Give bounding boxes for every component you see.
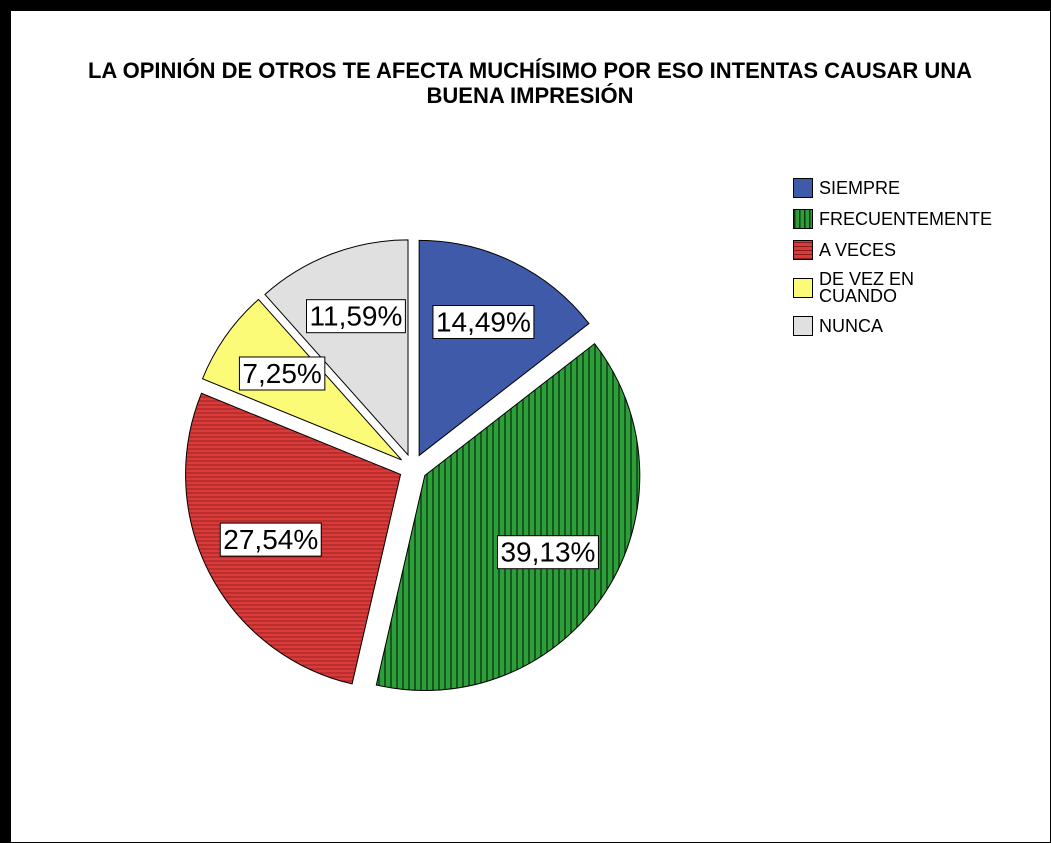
data-label: 7,25% (238, 356, 326, 391)
legend-item: A VECES (793, 240, 1028, 260)
legend-label: SIEMPRE (819, 178, 901, 198)
legend-swatch (793, 278, 813, 298)
legend-item: SIEMPRE (793, 178, 1028, 198)
label-box (496, 535, 599, 570)
pie-slice (264, 239, 409, 457)
legend-label: NUNCA (819, 315, 884, 336)
data-label: 14,49% (432, 305, 535, 340)
pie-slice (375, 342, 641, 692)
data-label-text: 7,25% (242, 358, 321, 389)
data-label-text: 27,54% (223, 524, 318, 555)
legend-item: DE VEZ EN CUANDO (793, 269, 1028, 306)
chart-title: LA OPINIÓN DE OTROS TE AFECTA MUCHÍSIMO … (87, 58, 973, 108)
data-label-text: 14,49% (436, 307, 531, 338)
legend-swatch (793, 178, 813, 198)
label-box (306, 299, 406, 334)
legend-swatch (793, 316, 813, 336)
data-label-text: 39,13% (500, 537, 595, 568)
legend: SIEMPRE FRECUENTEMENTE A VECES DE VEZ EN CU… (793, 178, 1028, 347)
label-box (219, 522, 322, 557)
data-label: 11,59% (306, 299, 406, 334)
data-label: 27,54% (219, 522, 322, 557)
data-label: 39,13% (496, 535, 599, 570)
legend-swatch (793, 240, 813, 260)
legend-item: NUNCA (793, 316, 1028, 336)
legend-label: A VECES (819, 239, 897, 260)
label-box (432, 305, 535, 340)
legend-swatch (793, 209, 813, 229)
legend-item: FRECUENTEMENTE (793, 209, 1028, 229)
label-box (238, 356, 326, 391)
pie-slice (418, 239, 590, 457)
legend-label: FRECUENTEMENTE (819, 208, 993, 229)
legend-label: DE VEZ EN CUANDO (819, 269, 915, 306)
data-label-text: 11,59% (310, 301, 403, 332)
